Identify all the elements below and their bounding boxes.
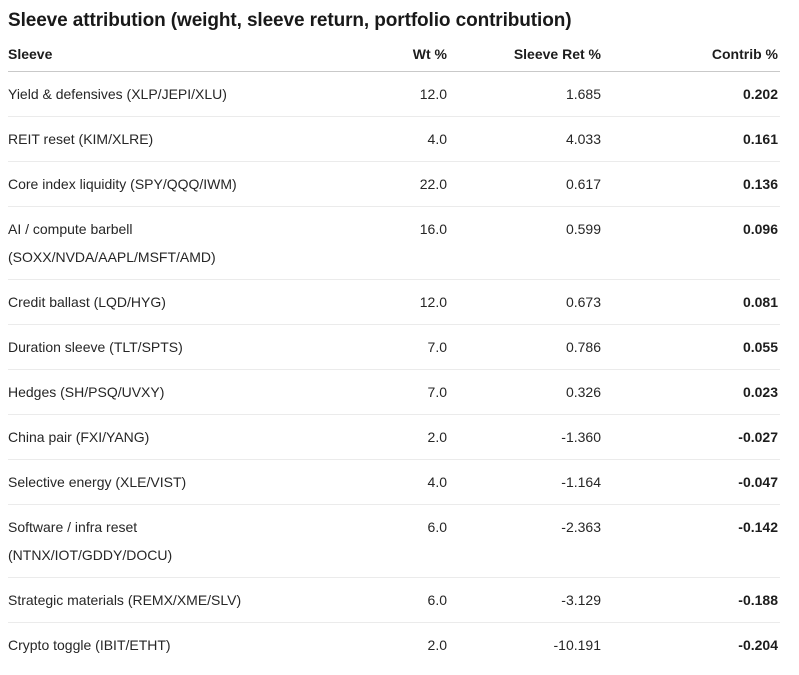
sleeve-name-cell: Strategic materials (REMX/XME/SLV) bbox=[8, 577, 347, 623]
table-row: Core index liquidity (SPY/QQQ/IWM) 22.0 0.… bbox=[8, 161, 780, 207]
page-title: Sleeve attribution (weight, sleeve retur… bbox=[8, 10, 572, 31]
contrib-pct-cell: -0.047 bbox=[601, 459, 780, 505]
sleeve-ret-pct-cell: 0.673 bbox=[447, 279, 601, 325]
wt-pct-cell: 6.0 bbox=[347, 577, 447, 623]
table-row: Yield & defensives (XLP/JEPI/XLU) 12.0 1.6… bbox=[8, 71, 780, 117]
contrib-pct-cell: 0.055 bbox=[601, 324, 780, 370]
contrib-pct-cell: 0.136 bbox=[601, 161, 780, 207]
contrib-pct-cell: -0.204 bbox=[738, 637, 778, 653]
table-row: Selective energy (XLE/VIST) 4.0 -1.164 -0.0… bbox=[8, 459, 780, 505]
wt-pct-cell: 4.0 bbox=[347, 116, 447, 162]
contrib-pct-cell: 0.023 bbox=[601, 369, 780, 415]
wt-pct-cell: 22.0 bbox=[347, 161, 447, 207]
table-row: Strategic materials (REMX/XME/SLV) 6.0 -3.… bbox=[8, 577, 780, 623]
wt-pct-cell: 6.0 bbox=[347, 504, 447, 578]
wt-pct-cell: 12.0 bbox=[347, 71, 447, 117]
sleeve-ret-pct-cell: -2.363 bbox=[447, 504, 601, 578]
contrib-pct-cell: 0.202 bbox=[601, 71, 780, 117]
table-row: China pair (FXI/YANG) 2.0 -1.360 -0.027 bbox=[8, 414, 780, 460]
sleeve-name-cell: Core index liquidity (SPY/QQQ/IWM) bbox=[8, 161, 347, 207]
table-row: Hedges (SH/PSQ/UVXY) 7.0 0.326 0.023 bbox=[8, 369, 780, 415]
contrib-pct-cell: -0.188 bbox=[601, 577, 780, 623]
sleeve-name-cell: AI / compute barbell (SOXX/NVDA/AAPL/MSF… bbox=[8, 206, 347, 280]
contrib-pct-cell: 0.081 bbox=[601, 279, 780, 325]
table-row: Software / infra reset (NTNX/IOT/GDDY/DO… bbox=[8, 504, 780, 578]
sleeve-name-cell: Duration sleeve (TLT/SPTS) bbox=[8, 324, 347, 370]
sleeve-name-cell: Credit ballast (LQD/HYG) bbox=[8, 279, 347, 325]
sleeve-name-cell: Selective energy (XLE/VIST) bbox=[8, 459, 347, 505]
wt-pct-cell: 16.0 bbox=[347, 206, 447, 280]
contrib-pct-cell: -0.027 bbox=[601, 414, 780, 460]
sleeve-name-cell: Software / infra reset (NTNX/IOT/GDDY/DO… bbox=[8, 504, 347, 578]
sleeve-ret-pct-cell: -10.191 bbox=[553, 637, 601, 653]
contrib-pct-cell: -0.142 bbox=[601, 504, 780, 578]
column-header-sleeve-ret-pct: Sleeve Ret % bbox=[447, 44, 601, 72]
wt-pct-cell: 2.0 bbox=[427, 637, 447, 653]
sleeve-ret-pct-cell: -3.129 bbox=[447, 577, 601, 623]
sleeve-name-cell: Yield & defensives (XLP/JEPI/XLU) bbox=[8, 71, 347, 117]
sleeve-name-cell: REIT reset (KIM/XLRE) bbox=[8, 116, 347, 162]
sleeve-ret-pct-cell: 4.033 bbox=[447, 116, 601, 162]
wt-pct-cell: 12.0 bbox=[347, 279, 447, 325]
wt-pct-cell: 7.0 bbox=[347, 324, 447, 370]
table-row: AI / compute barbell (SOXX/NVDA/AAPL/MSF… bbox=[8, 206, 780, 280]
sleeve-table-body: Yield & defensives (XLP/JEPI/XLU) 12.0 1.6… bbox=[8, 71, 780, 668]
sleeve-ret-pct-cell: -1.360 bbox=[447, 414, 601, 460]
sleeve-name-cell: China pair (FXI/YANG) bbox=[8, 414, 347, 460]
sleeve-name-cell: Hedges (SH/PSQ/UVXY) bbox=[8, 369, 347, 415]
table-row: REIT reset (KIM/XLRE) 4.0 4.033 0.161 bbox=[8, 116, 780, 162]
sleeve-ret-pct-cell: 0.617 bbox=[447, 161, 601, 207]
table-header-row: Sleeve Wt % Sleeve Ret % Contrib % bbox=[8, 44, 780, 72]
table-row: Crypto toggle (IBIT/ETHT) 2.0 -10.191 -0.20… bbox=[8, 623, 780, 668]
column-header-wt-pct: Wt % bbox=[347, 44, 447, 72]
sleeve-ret-pct-cell: 0.599 bbox=[447, 206, 601, 280]
sleeve-ret-pct-cell: 0.786 bbox=[447, 324, 601, 370]
table-row: Credit ballast (LQD/HYG) 12.0 0.673 0.081 bbox=[8, 279, 780, 325]
column-header-sleeve: Sleeve bbox=[8, 44, 347, 72]
contrib-pct-cell: 0.096 bbox=[601, 206, 780, 280]
sleeve-name-cell: Crypto toggle (IBIT/ETHT) bbox=[8, 637, 171, 653]
sleeve-ret-pct-cell: -1.164 bbox=[447, 459, 601, 505]
contrib-pct-cell: 0.161 bbox=[601, 116, 780, 162]
wt-pct-cell: 7.0 bbox=[347, 369, 447, 415]
sleeve-attribution-report: Sleeve attribution (weight, sleeve retur… bbox=[8, 8, 791, 667]
sleeve-attribution-table: Sleeve Wt % Sleeve Ret % Contrib % Yield… bbox=[8, 44, 780, 667]
wt-pct-cell: 2.0 bbox=[347, 414, 447, 460]
wt-pct-cell: 4.0 bbox=[347, 459, 447, 505]
table-row: Duration sleeve (TLT/SPTS) 7.0 0.786 0.055 bbox=[8, 324, 780, 370]
sleeve-ret-pct-cell: 0.326 bbox=[447, 369, 601, 415]
sleeve-ret-pct-cell: 1.685 bbox=[447, 71, 601, 117]
column-header-contrib-pct: Contrib % bbox=[601, 44, 780, 72]
